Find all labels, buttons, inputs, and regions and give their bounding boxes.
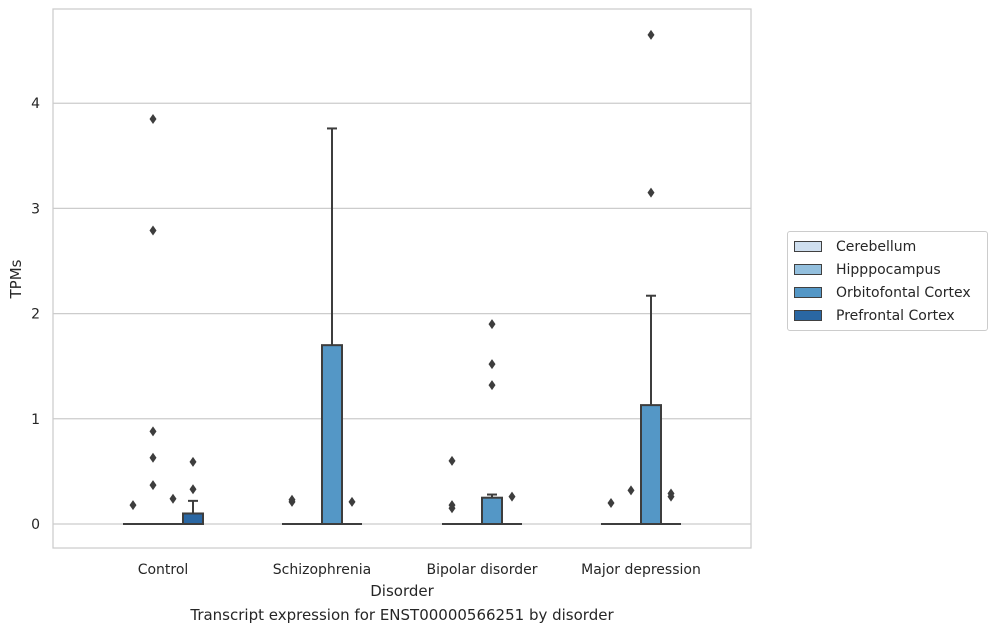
x-axis-label: Disorder (370, 582, 434, 600)
outlier-point (647, 187, 655, 198)
box-orbitofontal-cortex (481, 319, 503, 526)
outlier-point (149, 480, 157, 491)
box-body (182, 512, 204, 525)
y-axis-label: TPMs (7, 259, 25, 299)
x-tick-labels: Control Schizophrenia Bipolar disorder Majo… (138, 562, 701, 578)
outlier-point (448, 500, 456, 511)
legend-swatch (794, 310, 822, 321)
box-prefrontal-cortex (182, 456, 204, 525)
outlier-point (488, 319, 496, 330)
outlier-point (149, 426, 157, 437)
y-tick-label: 4 (31, 96, 40, 112)
x-tick-label: Control (138, 562, 189, 578)
box-hipppocampus (621, 485, 641, 525)
box-prefrontal-cortex (661, 488, 681, 525)
legend-label: Orbitofontal Cortex (836, 284, 971, 301)
boxes-layer (123, 29, 681, 526)
legend-item: Orbitofontal Cortex (788, 281, 987, 304)
legend-item: Prefrontal Cortex (788, 304, 987, 327)
box-cerebellum (282, 494, 302, 525)
box-prefrontal-cortex (502, 491, 522, 525)
box-orbitofontal-cortex (321, 127, 343, 525)
box-body (321, 344, 343, 525)
box-orbitofontal-cortex (640, 29, 662, 525)
box-body (640, 404, 662, 525)
box-cerebellum (442, 455, 462, 525)
y-tick-label: 0 (31, 517, 40, 533)
outlier-point (149, 113, 157, 124)
outlier-point (169, 493, 177, 504)
outlier-point (348, 496, 356, 507)
outlier-point (488, 380, 496, 391)
legend-swatch (794, 241, 822, 252)
box-prefrontal-cortex (342, 496, 362, 525)
outlier-point (189, 456, 197, 467)
plot-frame (52, 8, 752, 549)
x-tick-label: Bipolar disorder (426, 562, 537, 578)
outlier-point (149, 225, 157, 236)
legend-item: Cerebellum (788, 235, 987, 258)
outlier-point (288, 494, 296, 505)
outlier-point (508, 491, 516, 502)
legend-label: Cerebellum (836, 238, 917, 255)
outlier-point (488, 359, 496, 370)
y-tick-label: 1 (31, 412, 40, 428)
outlier-point (448, 455, 456, 466)
legend-label: Prefrontal Cortex (836, 307, 955, 324)
legend: Cerebellum Hipppocampus Orbitofontal Corte… (787, 231, 988, 331)
x-tick-label: Schizophrenia (273, 562, 371, 578)
y-tick-label: 3 (31, 201, 40, 217)
outlier-point (149, 452, 157, 463)
legend-label: Hipppocampus (836, 261, 941, 278)
x-tick-label: Major depression (581, 562, 701, 578)
outlier-point (627, 485, 635, 496)
legend-swatch (794, 287, 822, 298)
box-body (481, 496, 503, 526)
box-cerebellum (601, 497, 621, 525)
outlier-point (647, 29, 655, 40)
y-tick-labels: 0 1 2 3 4 (31, 96, 40, 533)
outlier-point (189, 484, 197, 495)
outlier-point (607, 497, 615, 508)
outlier-point (667, 488, 675, 499)
y-tick-label: 2 (31, 307, 40, 323)
legend-item: Hipppocampus (788, 258, 987, 281)
box-hipppocampus (143, 113, 163, 525)
chart-title: Transcript expression for ENST0000056625… (190, 606, 614, 624)
box-cerebellum (123, 500, 143, 525)
legend-swatch (794, 264, 822, 275)
outlier-point (129, 500, 137, 511)
box-orbitofontal-cortex (163, 493, 183, 525)
